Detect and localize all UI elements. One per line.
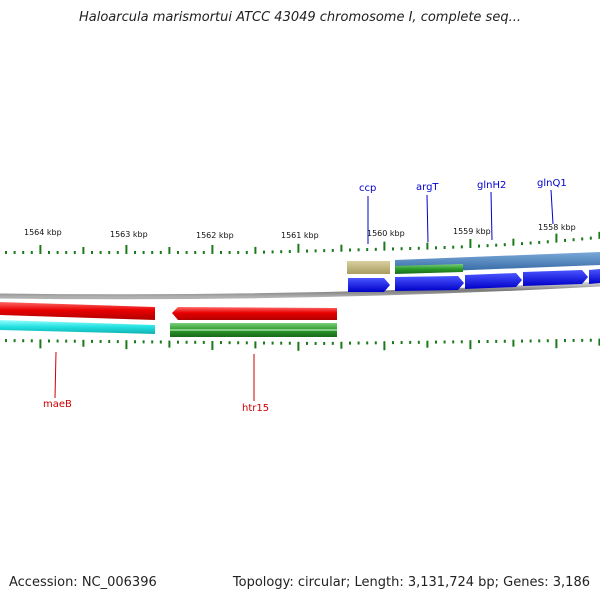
gene-label-ccp[interactable]: ccp <box>359 183 376 194</box>
chromosome-backbone <box>0 281 600 300</box>
gene-label-glnQ1[interactable]: glnQ1 <box>537 178 567 189</box>
gene-label-maeB[interactable]: maeB <box>43 399 72 410</box>
scale-label-1564: 1564 kbp <box>24 228 62 237</box>
scale-label-1563: 1563 kbp <box>110 230 148 239</box>
scale-label-1560: 1560 kbp <box>367 229 405 238</box>
gene-label-glnH2[interactable]: glnH2 <box>477 180 506 191</box>
topology-label: Topology: circular; Length: 3,131,724 bp… <box>232 575 590 590</box>
gene-label-htr15[interactable]: htr15 <box>242 403 269 414</box>
gene-ccp-cds[interactable] <box>348 278 390 292</box>
gene-argT-green[interactable] <box>395 264 463 274</box>
leader-maeB <box>54 351 57 399</box>
accession-label: Accession: NC_006396 <box>9 575 157 590</box>
gene-maeB-cds[interactable] <box>0 302 155 320</box>
scale-label-1561: 1561 kbp <box>281 231 319 240</box>
leader-glnH2 <box>490 191 493 241</box>
gene-glnQ1-cds[interactable] <box>523 270 588 286</box>
scale-ticks-top <box>5 231 600 254</box>
gene-next-cds[interactable] <box>589 269 600 284</box>
gene-ccp-band[interactable] <box>347 261 390 274</box>
leader-argT <box>426 194 429 243</box>
scale-label-1558: 1558 kbp <box>538 223 576 232</box>
map-title: Haloarcula marismortui ATCC 43049 chromo… <box>79 10 521 25</box>
scale-ticks-bottom <box>5 338 600 351</box>
gene-argT-cds[interactable] <box>395 276 464 291</box>
gene-glnH2-cds[interactable] <box>465 273 522 289</box>
gene-label-argT[interactable]: argT <box>416 182 439 193</box>
gene-maeB-band[interactable] <box>0 320 155 334</box>
scale-label-1562: 1562 kbp <box>196 231 234 240</box>
leader-glnQ1 <box>550 189 554 225</box>
gene-htr15-cds[interactable] <box>172 307 337 320</box>
scale-label-1559: 1559 kbp <box>453 227 491 236</box>
